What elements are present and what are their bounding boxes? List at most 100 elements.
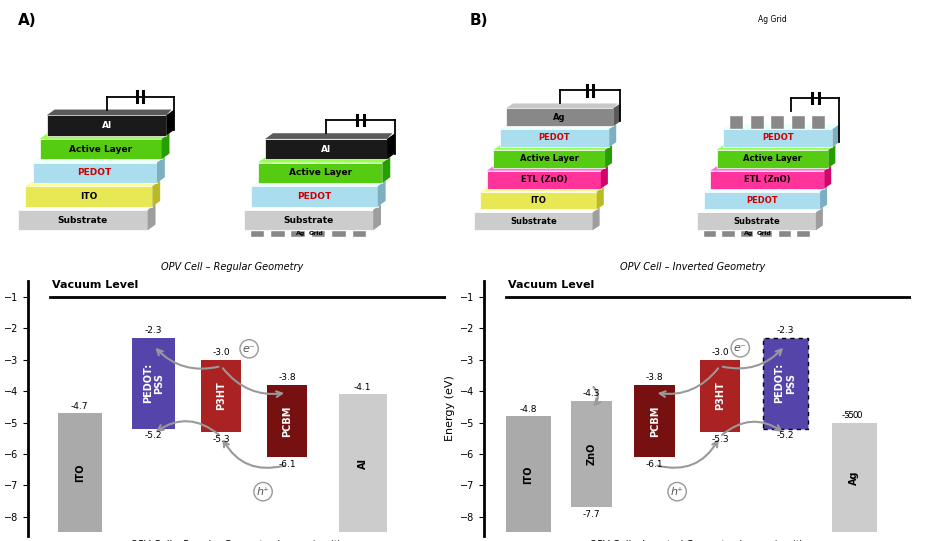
Polygon shape [824, 166, 831, 189]
Text: PCBM: PCBM [282, 405, 292, 437]
Text: e⁻: e⁻ [243, 344, 256, 354]
Polygon shape [723, 124, 837, 129]
Text: B): B) [470, 14, 488, 28]
Text: -5.3: -5.3 [212, 434, 230, 444]
Text: ETL (ZnO): ETL (ZnO) [521, 175, 567, 184]
Bar [493, 150, 605, 168]
Bar [19, 210, 148, 230]
Bar [812, 116, 825, 129]
Text: -6.1: -6.1 [646, 460, 663, 469]
Text: ITO: ITO [74, 464, 85, 482]
Bar [711, 171, 824, 189]
Bar [46, 115, 166, 136]
Text: Al: Al [101, 121, 112, 130]
Bar [267, 385, 307, 457]
Text: Grid: Grid [309, 232, 324, 236]
Bar [763, 338, 807, 429]
Polygon shape [597, 187, 604, 209]
Polygon shape [153, 181, 160, 207]
Bar [832, 423, 877, 532]
Polygon shape [251, 181, 383, 186]
Bar [244, 210, 373, 230]
Bar [741, 230, 753, 237]
Text: -4.1: -4.1 [354, 383, 371, 392]
Text: PEDOT:
PSS: PEDOT: PSS [775, 363, 796, 404]
Polygon shape [711, 166, 829, 171]
Polygon shape [258, 157, 388, 162]
Polygon shape [373, 204, 381, 230]
Text: Substrate: Substrate [733, 217, 780, 226]
Polygon shape [609, 124, 617, 147]
Bar [339, 394, 387, 532]
Text: e⁻: e⁻ [734, 343, 747, 353]
Polygon shape [820, 187, 827, 209]
Bar [251, 186, 378, 207]
Text: OPV Cell – Regular Geometry (open circuit): OPV Cell – Regular Geometry (open circui… [130, 540, 340, 541]
Bar [771, 116, 784, 129]
Bar [33, 162, 157, 183]
Text: OPV Cell – Inverted Geometry: OPV Cell – Inverted Geometry [620, 262, 765, 272]
Text: ETL (ZnO): ETL (ZnO) [744, 175, 790, 184]
Bar [571, 400, 612, 507]
Text: PEDOT: PEDOT [77, 168, 112, 177]
Bar [40, 139, 162, 159]
Bar [506, 417, 551, 532]
Text: -4.7: -4.7 [71, 401, 88, 411]
Bar [723, 129, 832, 147]
Polygon shape [605, 145, 612, 168]
Text: A): A) [19, 14, 37, 28]
Bar [25, 186, 153, 207]
Text: -2.3: -2.3 [777, 326, 794, 335]
Polygon shape [40, 133, 167, 139]
Bar [352, 230, 366, 237]
Polygon shape [25, 181, 158, 186]
Polygon shape [162, 133, 169, 159]
Text: PEDOT: PEDOT [538, 134, 570, 142]
Text: h⁺: h⁺ [671, 487, 684, 497]
Text: OPV Cell – Regular Geometry: OPV Cell – Regular Geometry [162, 262, 303, 272]
Polygon shape [33, 157, 163, 162]
Text: -5.2: -5.2 [145, 431, 162, 440]
Text: -4.8: -4.8 [520, 405, 538, 414]
Bar [778, 230, 790, 237]
Bar [704, 192, 820, 209]
Y-axis label: Energy (eV): Energy (eV) [445, 375, 456, 441]
Text: PEDOT: PEDOT [298, 192, 331, 201]
Text: Active Layer: Active Layer [288, 168, 352, 177]
Bar [131, 338, 176, 429]
Bar [312, 230, 326, 237]
Text: -3.8: -3.8 [646, 373, 663, 382]
Text: Active Layer: Active Layer [69, 144, 132, 154]
Bar [201, 360, 241, 432]
Text: ITO: ITO [524, 465, 534, 484]
Text: Ag Grid: Ag Grid [758, 15, 787, 24]
Text: -3.0: -3.0 [711, 348, 729, 357]
Text: -5.3: -5.3 [711, 434, 729, 444]
Polygon shape [157, 157, 165, 183]
Text: PEDOT: PEDOT [762, 134, 793, 142]
Bar [760, 230, 772, 237]
Bar [699, 360, 740, 432]
Polygon shape [816, 208, 823, 230]
Bar [487, 171, 601, 189]
Text: -3.8: -3.8 [278, 373, 296, 382]
Text: PEDOT:
PSS: PEDOT: PSS [142, 363, 165, 404]
Polygon shape [592, 208, 600, 230]
Polygon shape [493, 145, 610, 150]
Text: OPV Cell – Inverted Geometry (open circuit): OPV Cell – Inverted Geometry (open circu… [589, 540, 803, 541]
Text: PEDOT: PEDOT [746, 196, 777, 205]
Polygon shape [487, 166, 605, 171]
Text: -6.1: -6.1 [278, 460, 296, 469]
Text: Ag: Ag [553, 113, 566, 122]
Polygon shape [506, 103, 618, 108]
Polygon shape [19, 204, 153, 210]
Text: ITO: ITO [531, 196, 547, 205]
Text: PCBM: PCBM [650, 405, 659, 437]
Polygon shape [704, 187, 825, 192]
Bar [332, 230, 346, 237]
Polygon shape [613, 103, 620, 126]
Polygon shape [265, 133, 392, 139]
Text: P3HT: P3HT [715, 381, 724, 410]
Polygon shape [148, 204, 155, 230]
Polygon shape [499, 124, 614, 129]
